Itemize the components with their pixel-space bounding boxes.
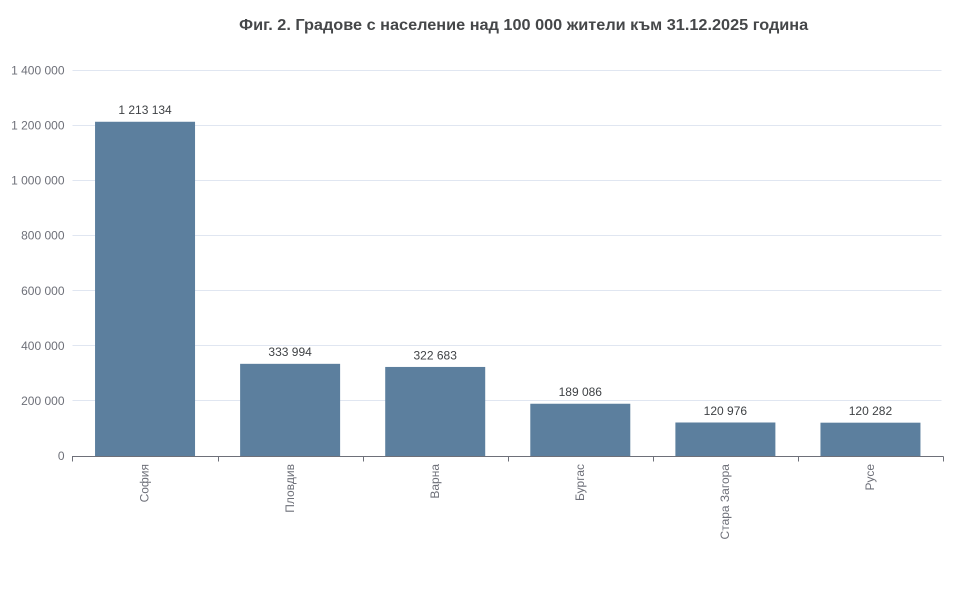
svg-text:Стара Загора: Стара Загора <box>718 464 732 540</box>
svg-text:1 200 000: 1 200 000 <box>11 119 65 133</box>
svg-text:Пловдив: Пловдив <box>283 464 297 513</box>
svg-text:1 400 000: 1 400 000 <box>11 64 65 78</box>
svg-text:1 213 134: 1 213 134 <box>118 103 172 117</box>
svg-text:322 683: 322 683 <box>414 348 458 362</box>
svg-text:800 000: 800 000 <box>21 229 65 243</box>
svg-text:120 976: 120 976 <box>704 404 748 418</box>
svg-text:Русе: Русе <box>863 464 877 491</box>
svg-text:600 000: 600 000 <box>21 284 65 298</box>
svg-text:333 994: 333 994 <box>268 345 312 359</box>
svg-text:1 000 000: 1 000 000 <box>11 174 65 188</box>
svg-text:Варна: Варна <box>428 464 442 499</box>
svg-text:189 086: 189 086 <box>559 385 603 399</box>
svg-text:200 000: 200 000 <box>21 394 65 408</box>
svg-text:Фиг. 2. Градове с население на: Фиг. 2. Градове с население над 100 000 … <box>239 17 808 34</box>
svg-text:400 000: 400 000 <box>21 339 65 353</box>
svg-text:120 282: 120 282 <box>849 404 893 418</box>
svg-text:София: София <box>138 464 152 502</box>
svg-text:0: 0 <box>58 449 65 463</box>
svg-text:Бургас: Бургас <box>573 464 587 501</box>
